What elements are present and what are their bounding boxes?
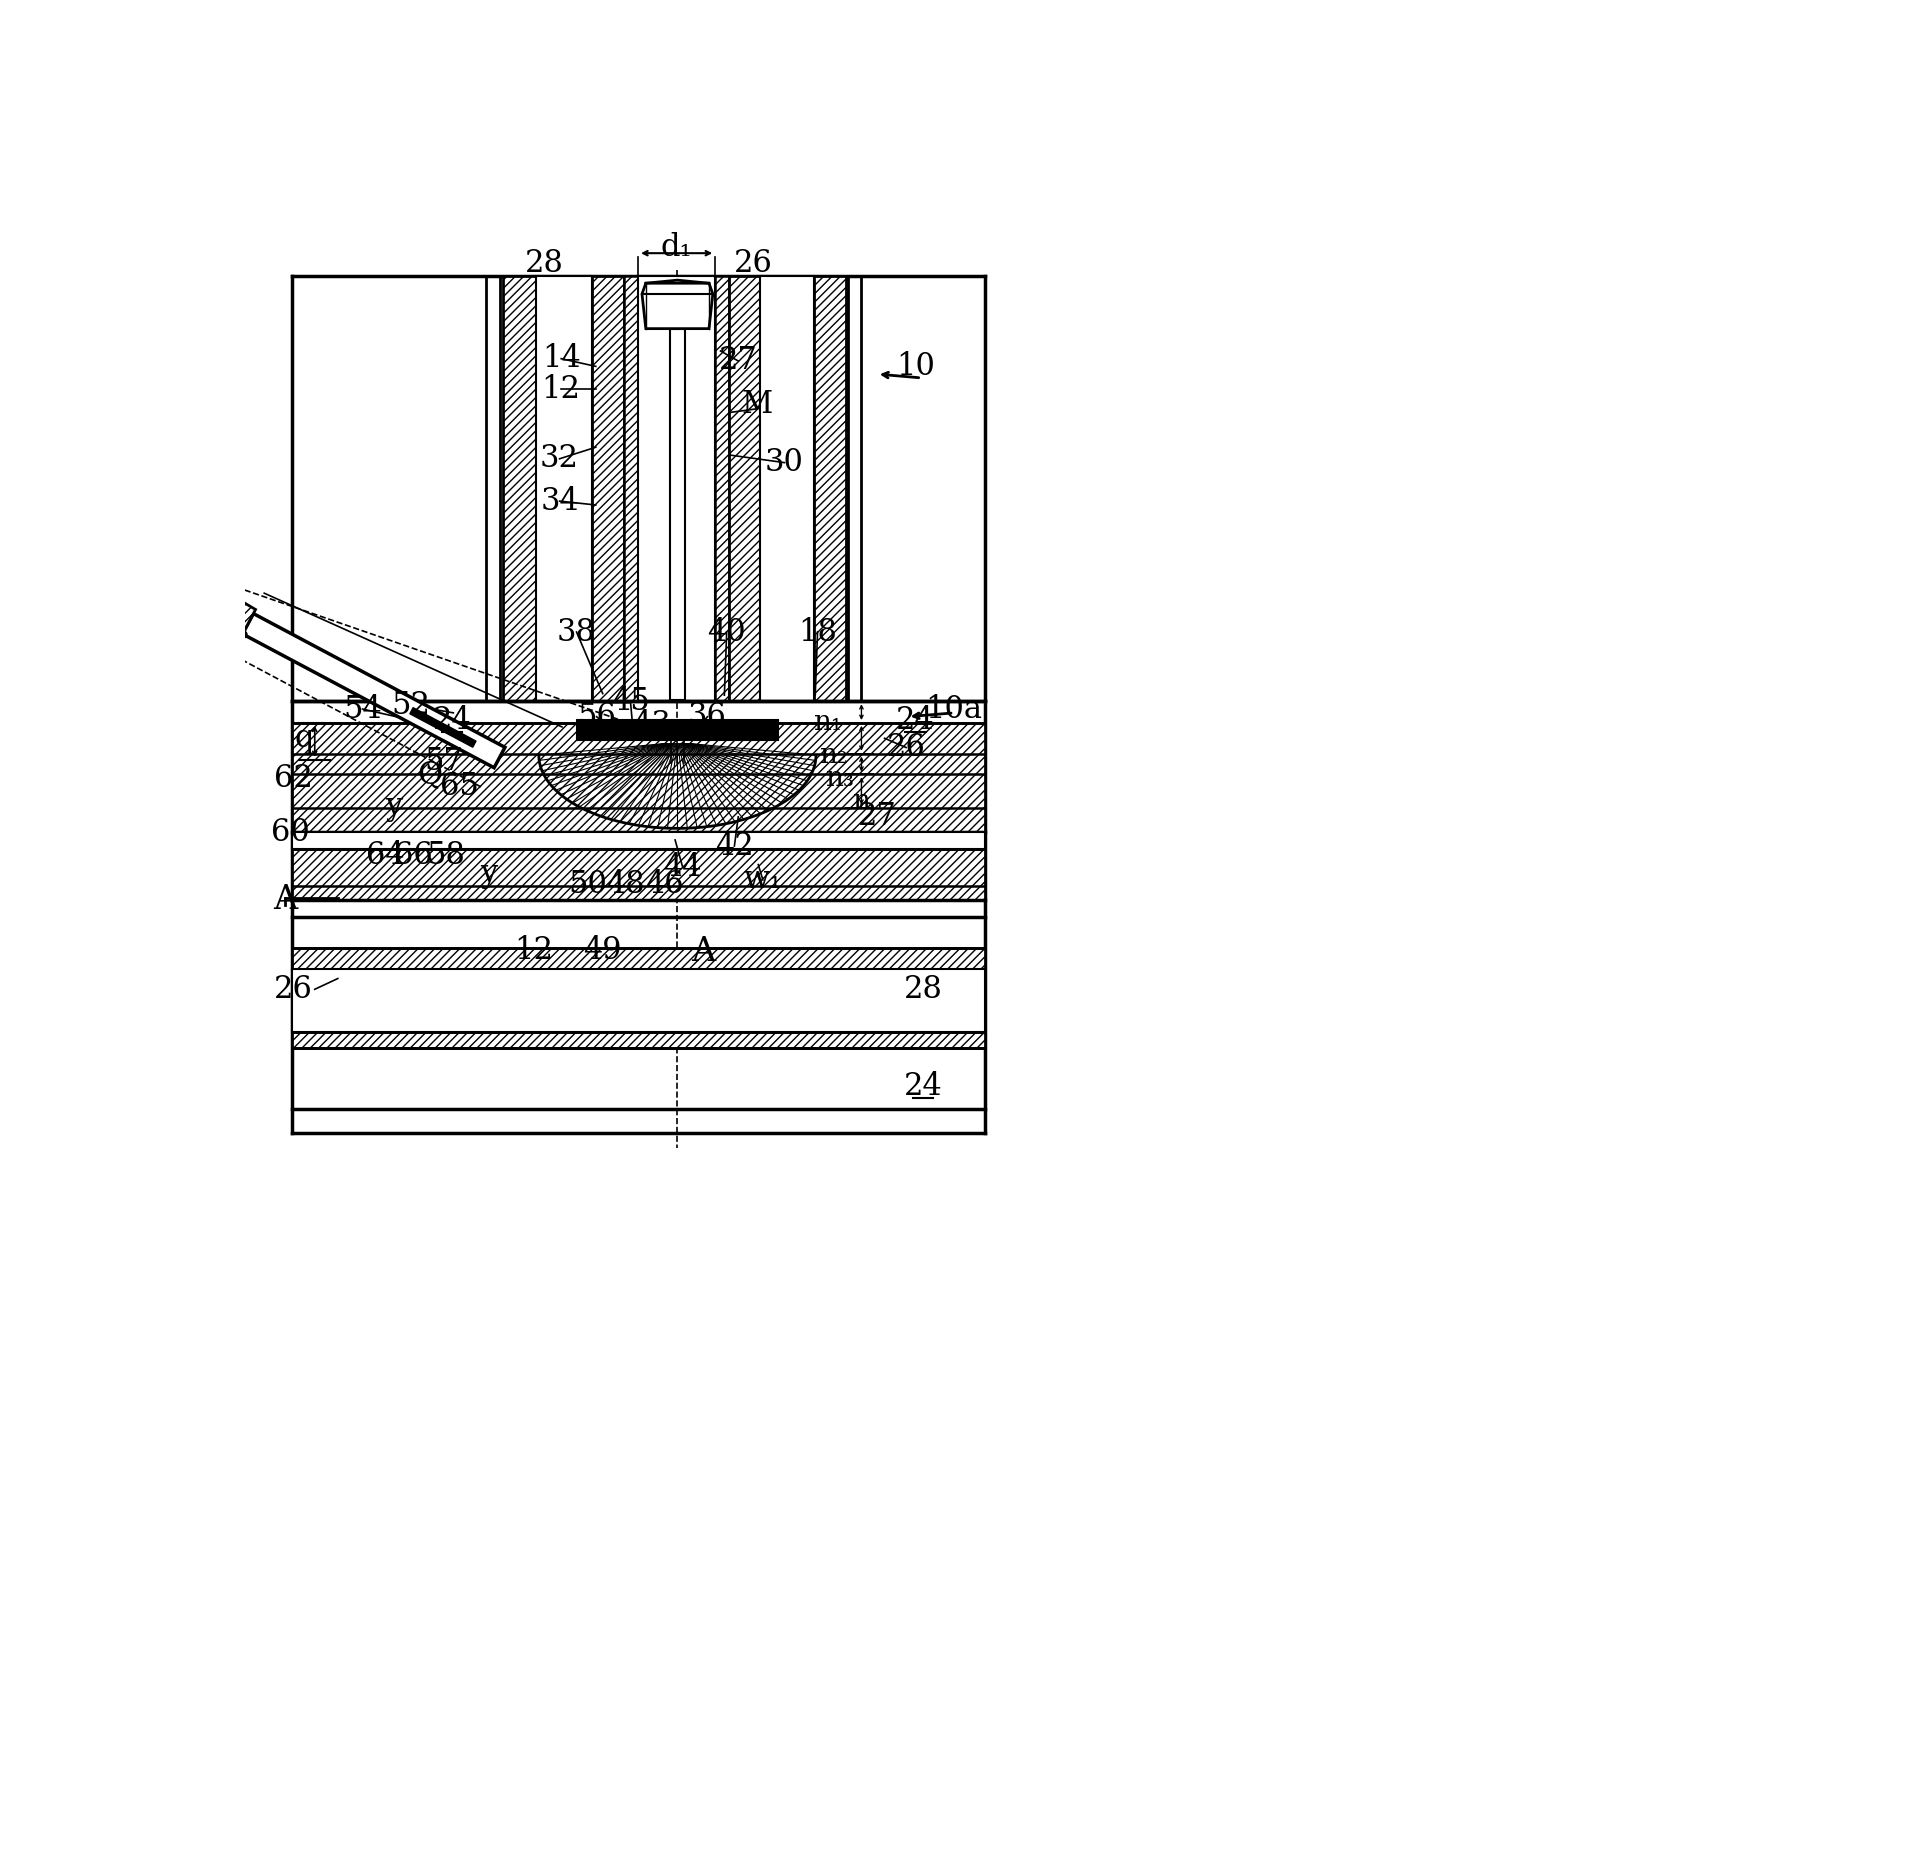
Bar — [293, 948, 986, 968]
Text: A: A — [273, 884, 298, 916]
Text: 10: 10 — [895, 351, 936, 383]
Text: 60: 60 — [271, 817, 310, 847]
Bar — [716, 276, 730, 702]
Polygon shape — [216, 595, 256, 638]
Text: 49: 49 — [583, 935, 622, 967]
Text: 27: 27 — [857, 801, 897, 832]
Text: M: M — [741, 390, 774, 420]
Text: 10a: 10a — [926, 694, 982, 724]
Bar — [293, 849, 986, 899]
Text: n₃: n₃ — [826, 765, 855, 791]
Text: 24: 24 — [903, 1071, 943, 1101]
Text: 62: 62 — [273, 763, 312, 793]
Text: d₁: d₁ — [660, 231, 693, 263]
Text: 26: 26 — [733, 248, 774, 280]
Text: 12: 12 — [541, 373, 581, 405]
Text: 18: 18 — [799, 616, 837, 648]
Bar — [730, 276, 760, 702]
Text: q: q — [295, 722, 314, 754]
Text: 54: 54 — [343, 694, 381, 724]
Text: 14: 14 — [541, 343, 581, 375]
Text: 32: 32 — [541, 444, 579, 474]
Text: 24: 24 — [895, 705, 936, 735]
Text: 46: 46 — [645, 870, 683, 899]
Polygon shape — [537, 276, 593, 702]
Text: 58: 58 — [425, 840, 466, 871]
Text: y: y — [479, 858, 497, 888]
Text: 24: 24 — [433, 705, 472, 735]
Text: 40: 40 — [706, 616, 747, 648]
Text: 12: 12 — [514, 935, 552, 967]
Text: 43: 43 — [633, 709, 672, 741]
Bar — [624, 276, 639, 702]
Text: y: y — [385, 791, 402, 821]
Text: 64: 64 — [366, 840, 404, 871]
Polygon shape — [293, 968, 986, 1032]
Text: 36: 36 — [687, 702, 728, 731]
Text: 26: 26 — [887, 731, 926, 763]
Polygon shape — [410, 707, 475, 746]
Bar — [593, 276, 624, 702]
Text: A: A — [691, 937, 714, 968]
Bar — [814, 276, 847, 702]
Text: 44: 44 — [664, 853, 703, 883]
Text: 45: 45 — [610, 687, 651, 717]
Polygon shape — [578, 720, 778, 739]
Text: w₁: w₁ — [743, 864, 782, 896]
Text: 28: 28 — [526, 248, 564, 280]
Bar — [670, 328, 685, 700]
Bar — [293, 722, 986, 832]
Text: 56: 56 — [578, 702, 616, 731]
Text: n₁: n₁ — [812, 709, 841, 737]
Polygon shape — [641, 284, 712, 328]
Bar — [504, 276, 537, 702]
Text: Q: Q — [418, 759, 443, 789]
Bar — [293, 1032, 986, 1049]
Text: 52: 52 — [391, 690, 431, 720]
Text: 27: 27 — [718, 345, 758, 377]
Text: 34: 34 — [541, 485, 579, 517]
Text: 38: 38 — [556, 616, 597, 648]
Text: 66: 66 — [395, 840, 433, 871]
Text: 42: 42 — [714, 830, 755, 862]
Text: n₂: n₂ — [820, 741, 849, 769]
Text: 50: 50 — [568, 870, 606, 899]
Text: n: n — [853, 787, 870, 815]
Text: 57: 57 — [425, 746, 464, 776]
Polygon shape — [639, 276, 716, 702]
Text: 26: 26 — [273, 974, 312, 1004]
Text: 48: 48 — [606, 870, 645, 899]
Polygon shape — [760, 276, 814, 702]
Polygon shape — [293, 832, 986, 849]
Polygon shape — [243, 614, 504, 767]
Text: 65: 65 — [441, 771, 479, 802]
Text: 28: 28 — [903, 974, 943, 1004]
Text: 30: 30 — [764, 448, 805, 478]
